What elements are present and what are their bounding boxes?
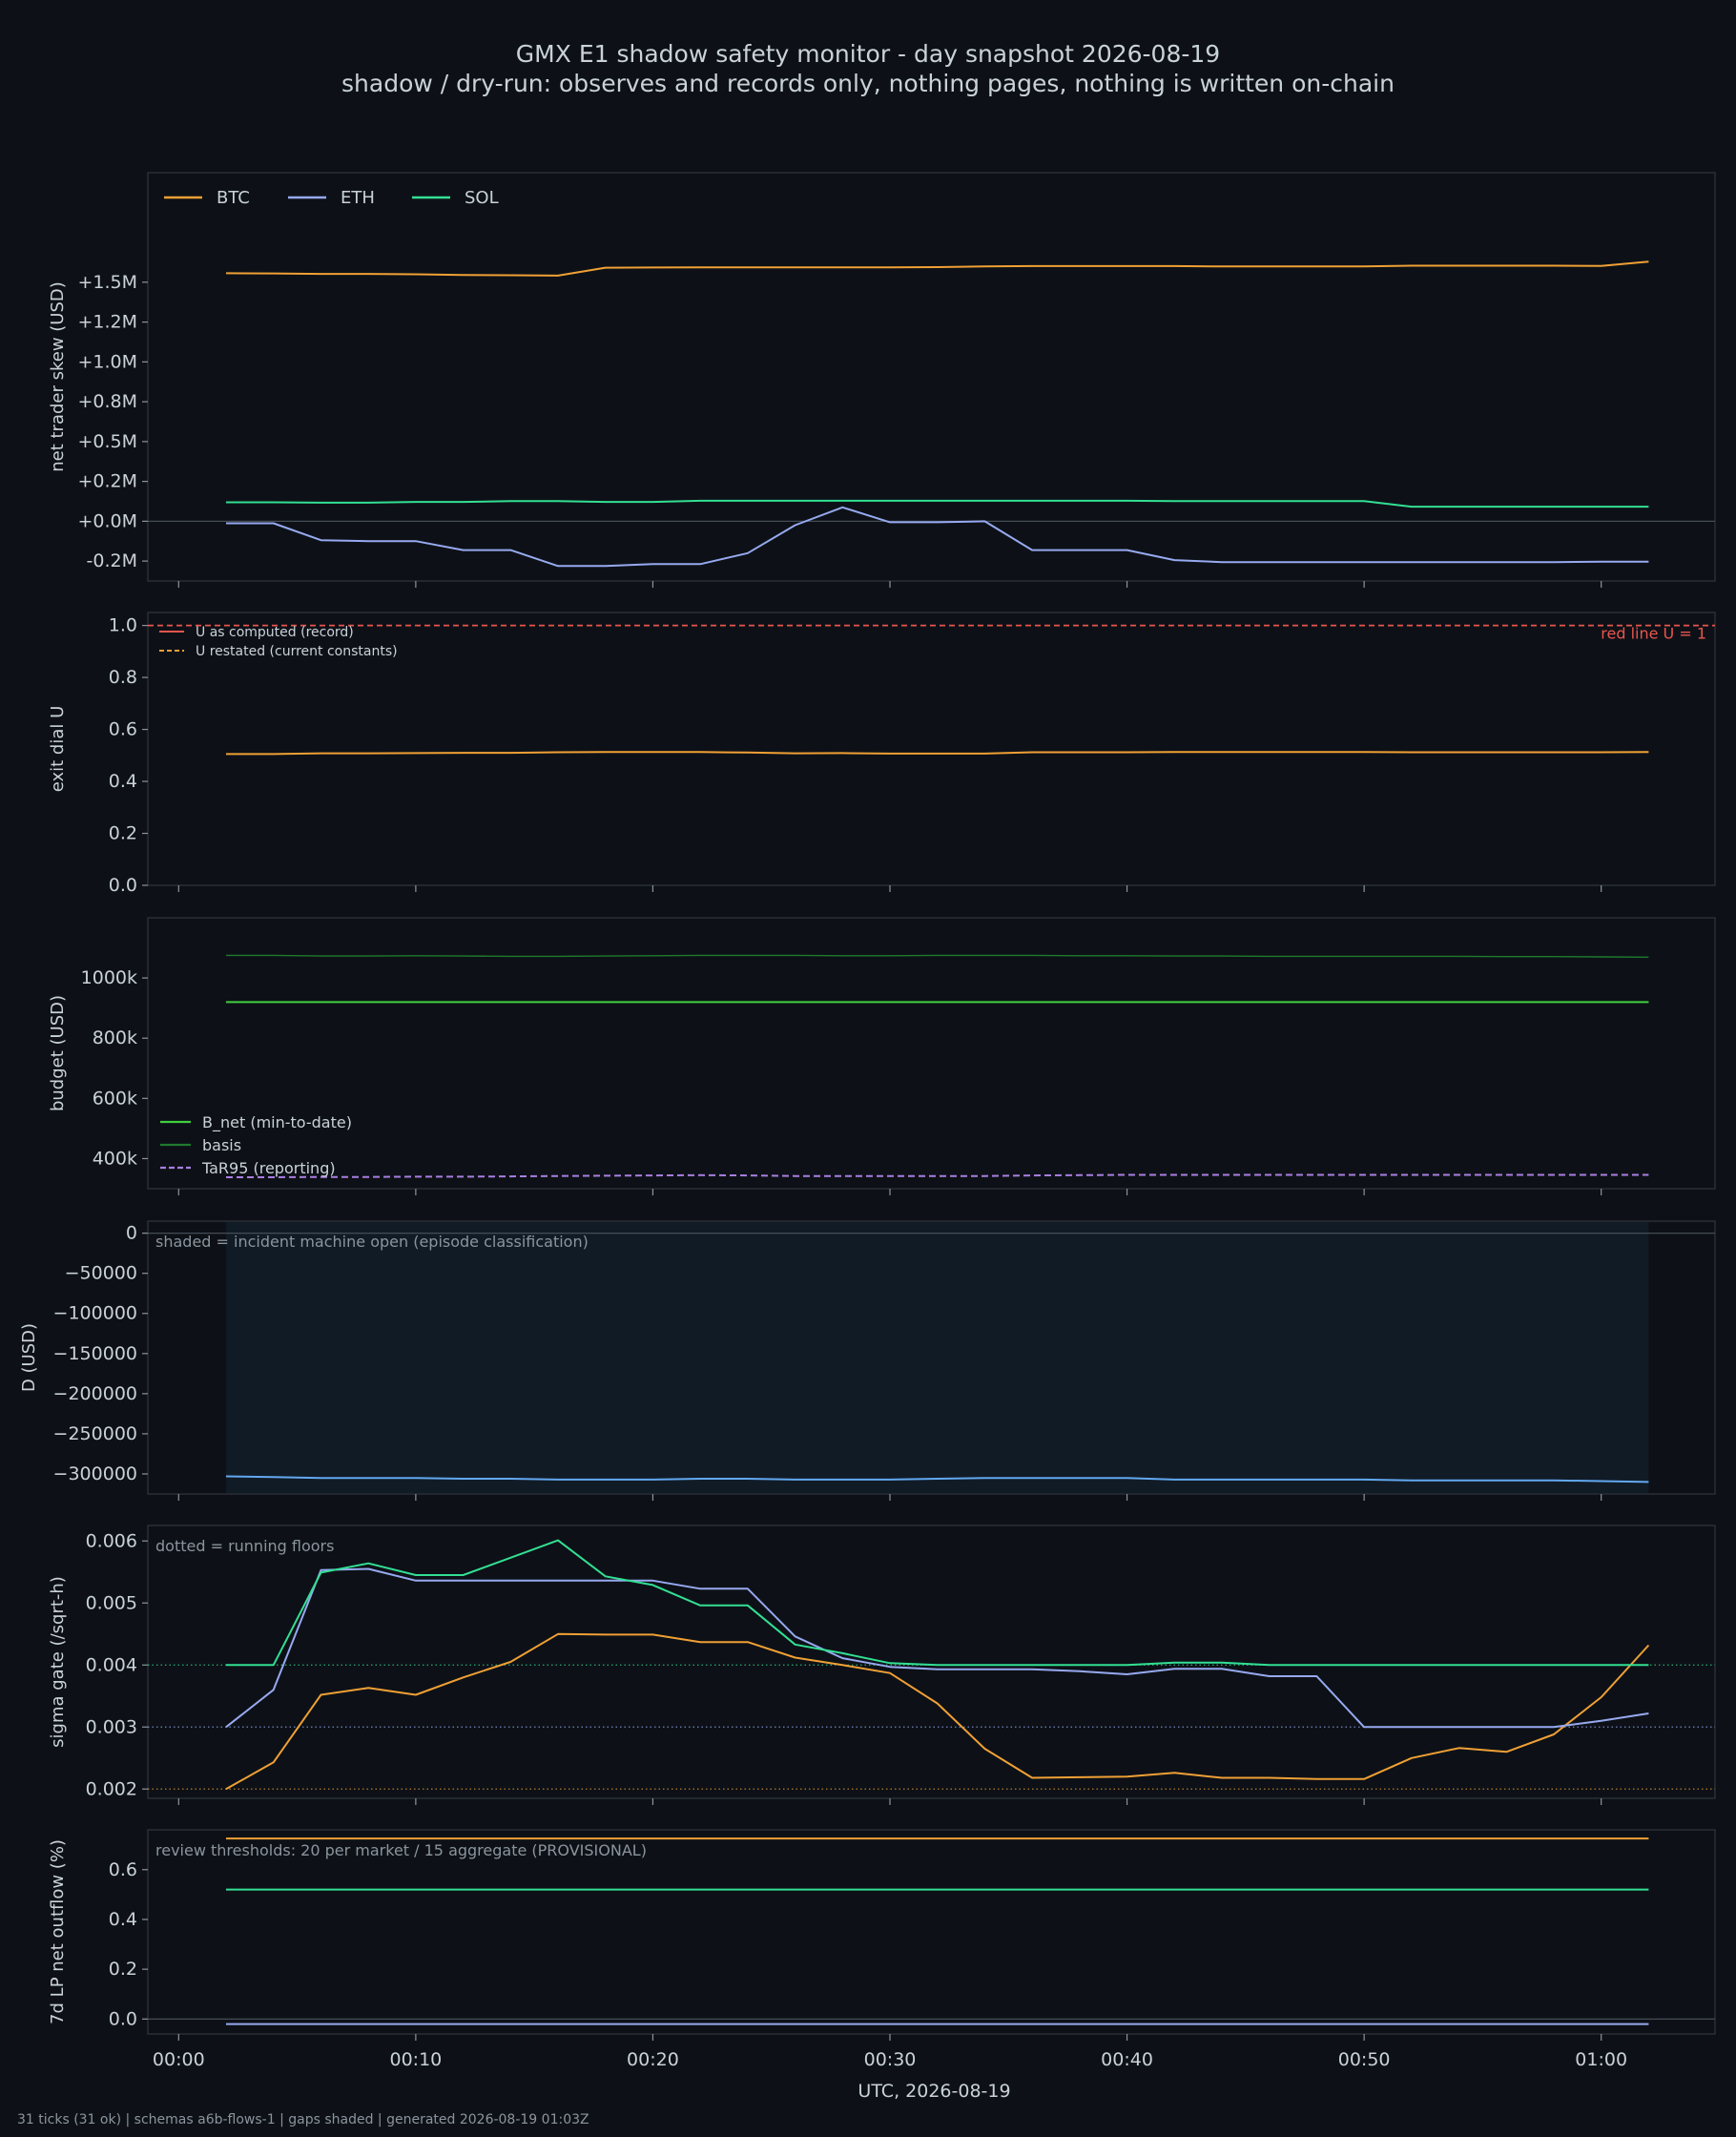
- y-tick-label-sigma-0: 0.002: [86, 1778, 137, 1799]
- x-tick-label-0: 00:00: [153, 2049, 205, 2070]
- legend-label-exit-0: U as computed (record): [196, 625, 354, 640]
- chart-title: GMX E1 shadow safety monitor - day snaps…: [515, 40, 1221, 68]
- y-tick-label-budget-0: 400k: [93, 1148, 137, 1169]
- annotation-sigma: dotted = running floors: [155, 1537, 334, 1555]
- panel-frame-lp: [147, 1829, 1716, 2035]
- y-tick-label-exit-0: 0.0: [109, 875, 137, 896]
- y-tick-label-skew-5: +1.0M: [77, 351, 137, 372]
- x-tick-label-2: 00:20: [627, 2049, 679, 2070]
- series-line-skew-eth: [226, 506, 1649, 568]
- y-tick-label-lp-3: 0.6: [109, 1859, 137, 1880]
- y-tick-label-d-4: −100000: [53, 1303, 137, 1324]
- y-tick-label-d-6: 0: [126, 1223, 137, 1244]
- y-tick-label-lp-2: 0.4: [109, 1909, 137, 1930]
- y-tick-label-lp-0: 0.0: [109, 2008, 137, 2029]
- x-tick-label-1: 00:10: [389, 2049, 442, 2070]
- y-tick-label-exit-2: 0.4: [109, 771, 137, 792]
- series-line-budget-basis: [226, 954, 1649, 958]
- y-tick-label-lp-1: 0.2: [109, 1959, 137, 1980]
- incident-shade-d: [226, 1222, 1649, 1493]
- y-axis-label-budget: budget (USD): [48, 995, 68, 1111]
- series-line-exit-u: [226, 751, 1649, 756]
- y-tick-label-skew-1: +0.0M: [77, 510, 137, 531]
- y-tick-label-exit-3: 0.6: [109, 719, 137, 740]
- y-tick-label-d-3: −150000: [53, 1343, 137, 1364]
- series-line-budget-tar95-reporting-: [226, 1173, 1649, 1178]
- y-axis-label-sigma: sigma gate (/sqrt-h): [48, 1576, 68, 1748]
- y-axis-label-d: D (USD): [19, 1323, 39, 1392]
- y-tick-label-budget-3: 1000k: [81, 967, 137, 988]
- series-line-d-d: [225, 1475, 1649, 1483]
- series-line-sigma-sol: [226, 1539, 1649, 1667]
- footer-status: 31 ticks (31 ok) | schemas a6b-flows-1 |…: [17, 2112, 589, 2127]
- legend-label-exit-1: U restated (current constants): [196, 644, 398, 659]
- y-axis-label-skew: net trader skew (USD): [48, 281, 68, 472]
- series-line-skew-btc: [225, 260, 1649, 277]
- y-tick-label-sigma-2: 0.004: [86, 1654, 137, 1675]
- series-line-sigma-eth: [225, 1567, 1649, 1729]
- y-tick-label-sigma-4: 0.006: [86, 1530, 137, 1551]
- y-tick-label-exit-1: 0.2: [109, 823, 137, 844]
- series-line-skew-sol: [226, 499, 1649, 508]
- y-tick-label-skew-6: +1.2M: [77, 312, 137, 333]
- y-tick-label-skew-4: +0.8M: [77, 391, 137, 412]
- y-axis-label-exit: exit dial U: [48, 706, 68, 793]
- panel-frame-exit: [147, 612, 1716, 886]
- annotation-d: shaded = incident machine open (episode …: [155, 1233, 589, 1251]
- x-axis-label: UTC, 2026-08-19: [858, 2081, 1010, 2102]
- chart-subtitle: shadow / dry-run: observes and records o…: [341, 70, 1395, 97]
- x-tick-label-6: 01:00: [1575, 2049, 1627, 2070]
- legend-label-budget-1: basis: [202, 1136, 241, 1154]
- x-tick-label-3: 00:30: [864, 2049, 917, 2070]
- y-tick-label-exit-4: 0.8: [109, 667, 137, 688]
- legend-label-eth: ETH: [341, 188, 375, 208]
- legend-label-budget-2: TaR95 (reporting): [201, 1159, 336, 1177]
- series-line-sigma-btc: [225, 1632, 1650, 1791]
- y-tick-label-sigma-1: 0.003: [86, 1716, 137, 1737]
- red-line-label: red line U = 1: [1601, 625, 1706, 643]
- y-axis-label-lp: 7d LP net outflow (%): [48, 1839, 68, 2024]
- y-tick-label-skew-7: +1.5M: [77, 272, 137, 293]
- y-tick-label-exit-5: 1.0: [109, 615, 137, 636]
- y-tick-label-d-0: −300000: [53, 1463, 137, 1484]
- legend-label-budget-0: B_net (min-to-date): [202, 1113, 352, 1132]
- y-tick-label-d-1: −250000: [53, 1423, 137, 1444]
- annotation-lp: review thresholds: 20 per market / 15 ag…: [155, 1841, 647, 1859]
- y-tick-label-skew-0: -0.2M: [87, 550, 137, 571]
- y-tick-label-skew-2: +0.2M: [77, 471, 137, 492]
- x-tick-label-5: 00:50: [1338, 2049, 1391, 2070]
- y-tick-label-skew-3: +0.5M: [77, 431, 137, 452]
- y-tick-label-d-5: −50000: [65, 1263, 137, 1284]
- y-tick-label-budget-2: 800k: [93, 1027, 137, 1048]
- y-tick-label-sigma-3: 0.005: [86, 1592, 137, 1613]
- panel-frame-skew: [147, 172, 1716, 582]
- x-tick-label-4: 00:40: [1101, 2049, 1153, 2070]
- panel-frame-budget: [147, 917, 1716, 1190]
- y-tick-label-d-2: −200000: [53, 1383, 137, 1404]
- legend-label-sol: SOL: [465, 188, 499, 208]
- panel-frame-sigma: [147, 1525, 1716, 1799]
- y-tick-label-budget-1: 600k: [93, 1088, 137, 1109]
- legend-label-btc: BTC: [217, 188, 250, 208]
